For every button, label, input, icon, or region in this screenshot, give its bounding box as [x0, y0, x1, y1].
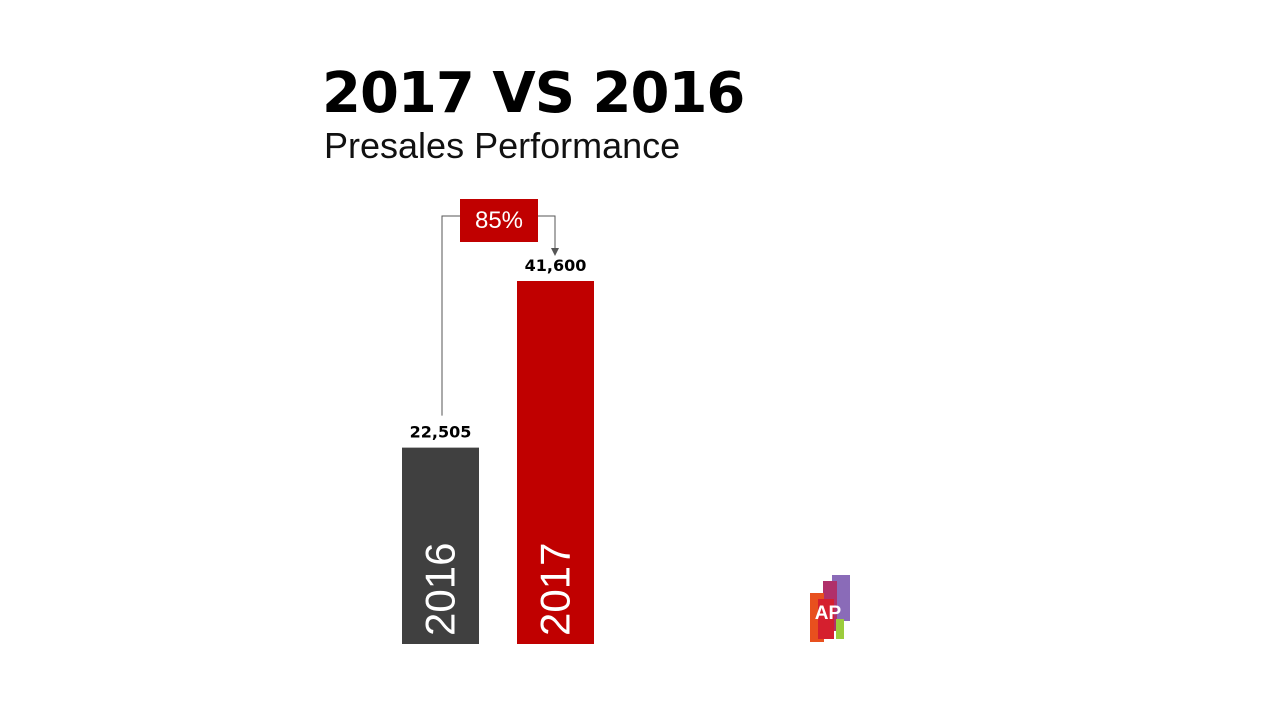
bar-value-label-2017: 41,600 — [525, 256, 587, 275]
logo-strip-green — [836, 619, 844, 639]
bar-2017 — [517, 281, 594, 644]
growth-percent-label: 85% — [475, 207, 523, 234]
logo-strip-red — [818, 599, 834, 639]
chart-title: 2017 VS 2016 — [322, 61, 745, 126]
ap-logo: AP — [810, 575, 850, 642]
logo-text: AP — [815, 603, 842, 624]
growth-connector-left — [441, 215, 460, 416]
growth-connector-right — [538, 215, 556, 248]
chart-subtitle: Presales Performance — [324, 125, 681, 166]
growth-box — [460, 199, 538, 242]
bar-category-label-2016: 2016 — [417, 543, 464, 636]
bar-2016 — [402, 447, 479, 644]
bar-value-label-2016: 22,505 — [410, 423, 472, 442]
bar-category-label-2017: 2017 — [532, 543, 579, 636]
growth-arrowhead — [551, 248, 559, 256]
